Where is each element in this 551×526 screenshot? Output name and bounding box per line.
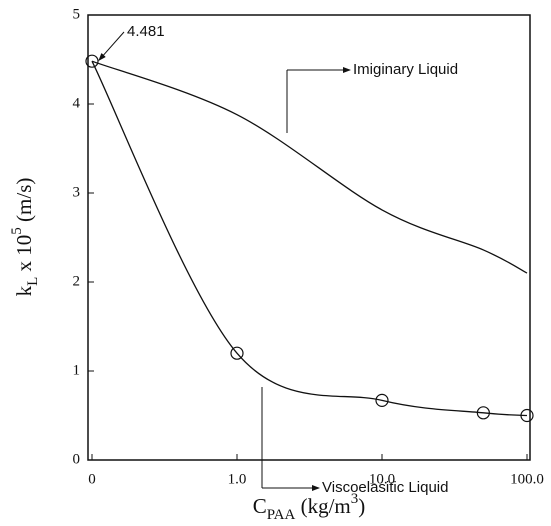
y-tick-label: 2: [73, 273, 81, 289]
y-tick-label: 3: [73, 184, 81, 200]
x-axis-label-part: PAA: [267, 507, 296, 523]
x-tick-label: 10.0: [369, 471, 395, 487]
data-point: [375, 393, 389, 407]
x-axis-label-part: ): [358, 494, 365, 518]
y-axis-label-part: k: [12, 285, 36, 296]
annotation: 4.481: [127, 23, 165, 40]
data-point: [230, 346, 244, 360]
x-axis-label-part: (kg/m: [295, 494, 350, 518]
y-tick-label: 1: [73, 362, 81, 378]
x-axis-label-part: C: [253, 494, 267, 518]
y-tick-label: 4: [73, 95, 81, 111]
data-point: [520, 408, 534, 423]
x-tick-label: 1.0: [228, 471, 247, 487]
x-axis-label-part: 3: [351, 491, 359, 507]
y-tick-label: 0: [73, 451, 81, 467]
y-axis-label: kL x 105 (m/s): [9, 178, 41, 297]
data-point: [476, 406, 490, 420]
series-line: [91, 60, 528, 417]
plot-frame: [87, 14, 531, 461]
annotation: Imiginary Liquid: [353, 61, 458, 78]
y-axis-label-part: 5: [9, 227, 25, 235]
y-tick-label: 5: [73, 6, 81, 22]
y-axis-label-part: (m/s): [12, 178, 36, 228]
annotation: Viscoelasitic Liquid: [322, 479, 448, 496]
x-axis-label: CPAA (kg/m3): [253, 491, 366, 523]
x-tick-label: 0: [88, 471, 96, 487]
annotation-arrow: [98, 31, 125, 61]
x-tick-label: 100.0: [510, 471, 544, 487]
y-axis-label-part: L: [25, 277, 41, 286]
data-point: [85, 54, 99, 68]
series-line: [91, 60, 528, 274]
y-axis-label-part: x 10: [12, 235, 36, 277]
